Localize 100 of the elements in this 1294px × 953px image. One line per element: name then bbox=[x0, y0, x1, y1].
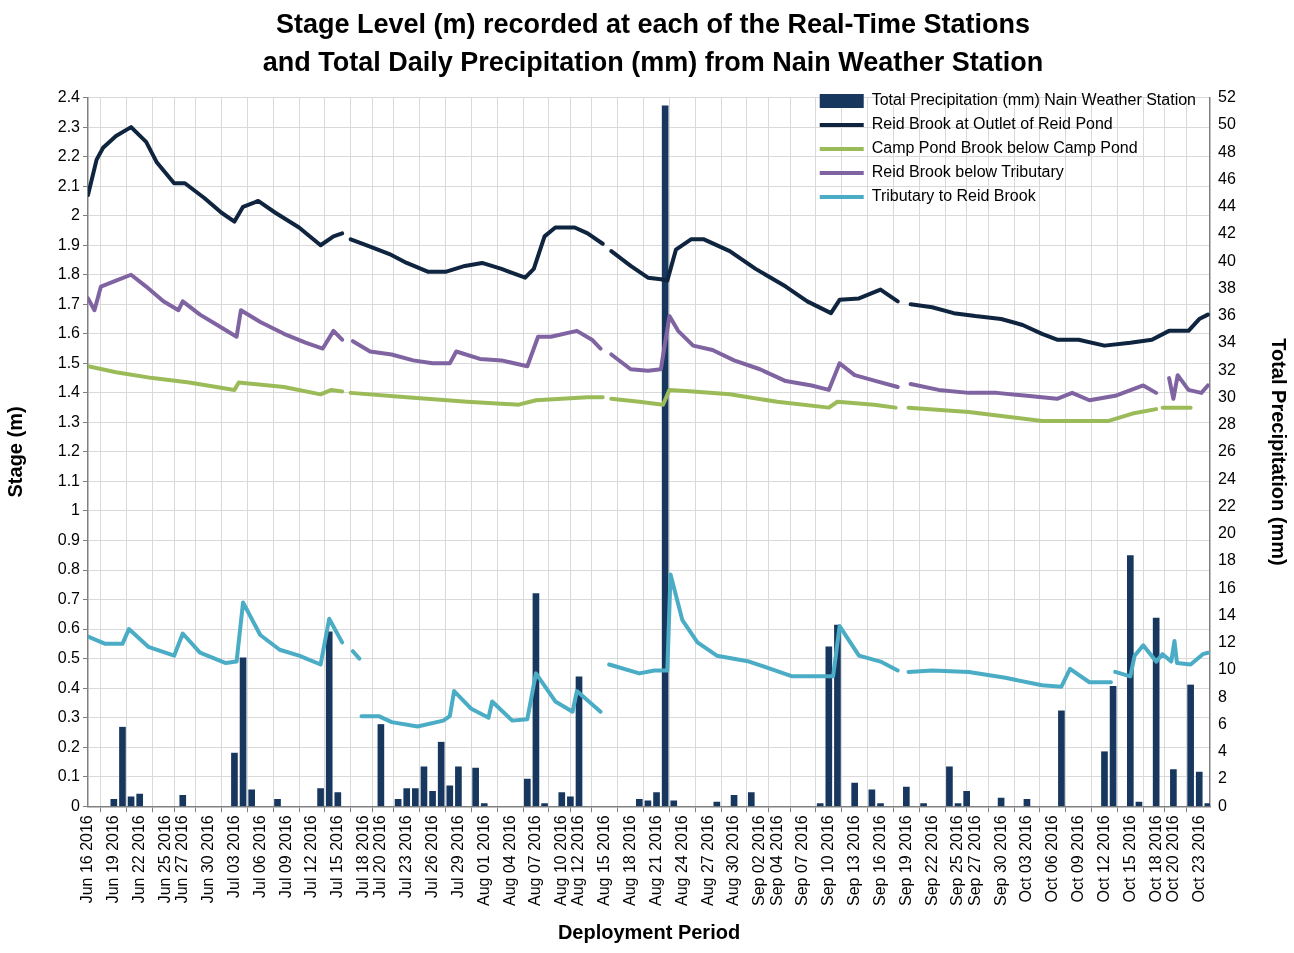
y-tick-label: 1.2 bbox=[57, 442, 81, 460]
bar bbox=[119, 726, 126, 807]
bar bbox=[317, 788, 324, 807]
bar bbox=[1101, 751, 1108, 807]
y-tick-label: 1 bbox=[71, 501, 81, 519]
bar bbox=[412, 788, 419, 807]
legend-label: Tributary to Reid Brook bbox=[871, 187, 1037, 205]
y-tick-label: 1.6 bbox=[57, 324, 81, 342]
y-tick-label: 1.8 bbox=[57, 265, 81, 283]
y2-tick-label: 34 bbox=[1218, 333, 1236, 351]
x-tick-label: Aug 12 2016 bbox=[569, 815, 587, 906]
bar bbox=[1126, 555, 1134, 807]
x-tick-label: Oct 09 2016 bbox=[1069, 815, 1087, 903]
bar bbox=[429, 790, 436, 807]
y-tick-label: 0.8 bbox=[57, 560, 81, 578]
x-tick-label: Jul 29 2016 bbox=[448, 815, 466, 898]
y2-tick-label: 20 bbox=[1218, 524, 1236, 542]
y2-tick-label: 2 bbox=[1218, 769, 1227, 787]
x-tick-label: Sep 30 2016 bbox=[991, 815, 1009, 906]
y2-tick-label: 6 bbox=[1218, 714, 1227, 732]
y-axis-title: Stage (m) bbox=[3, 406, 26, 498]
x-tick-label: Jun 30 2016 bbox=[199, 815, 217, 904]
y2-tick-label: 16 bbox=[1218, 578, 1236, 596]
x-tick-label: Oct 12 2016 bbox=[1094, 815, 1112, 903]
x-tick-label: Aug 21 2016 bbox=[646, 815, 664, 906]
x-tick-label: Oct 15 2016 bbox=[1120, 815, 1138, 903]
x-tick-label: Jul 03 2016 bbox=[224, 815, 242, 898]
y-tick-label: 2.4 bbox=[57, 88, 81, 106]
bar bbox=[274, 799, 281, 807]
legend-label: Camp Pond Brook below Camp Pond bbox=[871, 139, 1138, 157]
y2-tick-label: 8 bbox=[1218, 687, 1227, 705]
y2-tick-label: 30 bbox=[1218, 387, 1236, 405]
x-tick-label: Sep 19 2016 bbox=[896, 815, 914, 906]
bar bbox=[127, 796, 135, 807]
x-tick-label: Aug 15 2016 bbox=[595, 815, 613, 906]
y-tick-label: 0 bbox=[71, 796, 81, 814]
y2-tick-label: 42 bbox=[1218, 224, 1236, 242]
bar bbox=[1187, 684, 1194, 807]
y-tick-label: 2.3 bbox=[57, 117, 81, 135]
x-tick-label: Aug 30 2016 bbox=[724, 815, 742, 906]
x-tick-label: Sep 27 2016 bbox=[965, 815, 983, 906]
x-tick-label: Aug 10 2016 bbox=[552, 815, 570, 906]
y2-tick-label: 44 bbox=[1218, 197, 1236, 215]
y2-tick-label: 22 bbox=[1218, 496, 1236, 514]
bar bbox=[1058, 710, 1065, 807]
y-tick-label: 2.1 bbox=[57, 176, 81, 194]
x-tick-label: Sep 07 2016 bbox=[793, 815, 811, 906]
bar bbox=[1195, 771, 1203, 807]
x-tick-label: Aug 18 2016 bbox=[621, 815, 639, 906]
y2-tick-label: 18 bbox=[1218, 551, 1236, 569]
y-tick-label: 0.2 bbox=[57, 737, 81, 755]
bar bbox=[920, 803, 927, 807]
y2-tick-label: 36 bbox=[1218, 306, 1236, 324]
bar bbox=[644, 800, 652, 807]
y2-tick-label: 46 bbox=[1218, 169, 1236, 187]
legend-label: Total Precipitation (mm) Nain Weather Station bbox=[871, 91, 1196, 109]
bar bbox=[455, 766, 462, 807]
x-tick-label: Aug 04 2016 bbox=[500, 815, 518, 906]
bar bbox=[903, 786, 910, 807]
bar bbox=[558, 792, 566, 807]
bar bbox=[954, 803, 962, 807]
bar bbox=[136, 793, 144, 807]
y-tick-label: 0.3 bbox=[57, 708, 81, 726]
x-tick-label: Sep 10 2016 bbox=[819, 815, 837, 906]
bar bbox=[523, 778, 531, 807]
y-tick-label: 0.4 bbox=[57, 678, 81, 696]
x-tick-label: Jun 25 2016 bbox=[155, 815, 173, 904]
x-tick-label: Oct 06 2016 bbox=[1043, 815, 1061, 903]
y2-tick-label: 48 bbox=[1218, 142, 1236, 160]
x-tick-label: Jul 23 2016 bbox=[397, 815, 415, 898]
x-tick-label: Sep 16 2016 bbox=[870, 815, 888, 906]
y2-tick-label: 28 bbox=[1218, 415, 1236, 433]
bar bbox=[653, 792, 660, 807]
bar bbox=[403, 788, 411, 807]
x-tick-label: Jul 26 2016 bbox=[422, 815, 440, 898]
bar bbox=[877, 803, 884, 807]
bar bbox=[472, 767, 479, 807]
x-tick-label: Jul 06 2016 bbox=[250, 815, 268, 898]
x-tick-label: Jun 27 2016 bbox=[173, 815, 191, 904]
x-tick-label: Jun 16 2016 bbox=[78, 815, 96, 904]
x-tick-label: Sep 13 2016 bbox=[845, 815, 863, 906]
y2-tick-label: 40 bbox=[1218, 251, 1236, 269]
x-tick-label: Jul 12 2016 bbox=[302, 815, 320, 898]
y2-tick-label: 32 bbox=[1218, 360, 1236, 378]
y2-axis-title: Total Precipitation (mm) bbox=[1268, 338, 1291, 566]
bar bbox=[248, 789, 255, 807]
x-tick-label: Jul 18 2016 bbox=[354, 815, 372, 898]
bar bbox=[1109, 686, 1117, 807]
y-tick-label: 1.1 bbox=[57, 471, 81, 489]
bar bbox=[541, 803, 548, 807]
bar bbox=[635, 799, 643, 807]
bar bbox=[747, 792, 755, 807]
x-tick-label: Oct 03 2016 bbox=[1017, 815, 1035, 903]
y-tick-label: 1.3 bbox=[57, 412, 81, 430]
y-tick-label: 1.9 bbox=[57, 235, 81, 253]
y-tick-label: 0.9 bbox=[57, 530, 81, 548]
y-tick-label: 1.5 bbox=[57, 353, 81, 371]
x-tick-label: Aug 27 2016 bbox=[698, 815, 716, 906]
y-tick-label: 0.6 bbox=[57, 619, 81, 637]
bar bbox=[231, 752, 238, 807]
